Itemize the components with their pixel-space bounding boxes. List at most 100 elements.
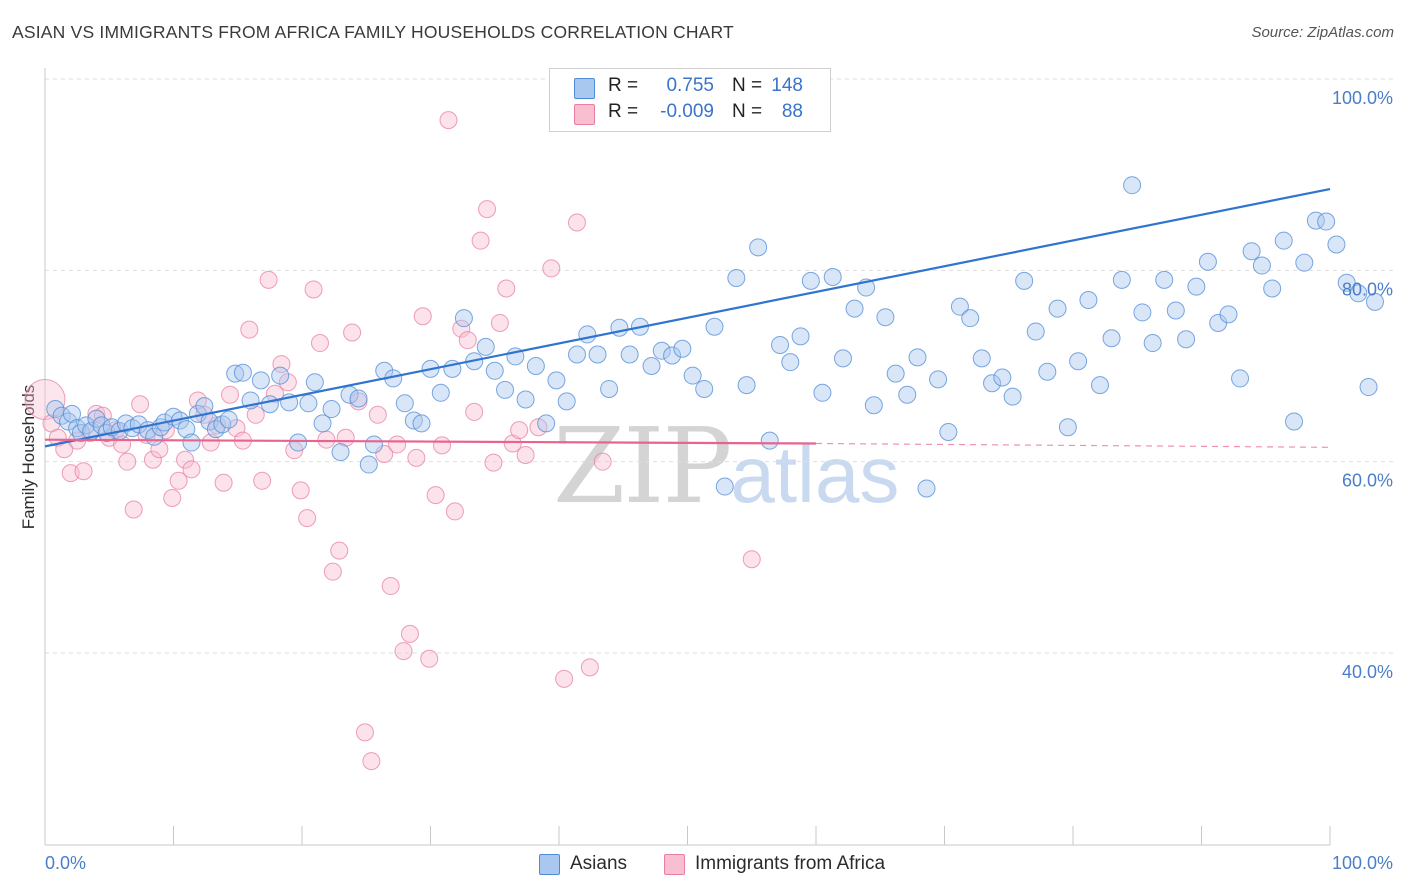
asian-point [260, 395, 279, 414]
asian-point [1306, 211, 1325, 230]
watermark-atlas: atlas [730, 430, 900, 519]
asian-point [1166, 301, 1185, 320]
africa-point [87, 404, 106, 423]
asian-point [908, 348, 927, 367]
asian-point [663, 346, 682, 365]
asian-point [760, 431, 779, 450]
africa-point [124, 500, 143, 519]
africa-point [394, 642, 413, 661]
series-legend-label-africa: Immigrants from Africa [695, 853, 886, 874]
asian-point [715, 477, 734, 496]
asian-point [917, 479, 936, 498]
africa-point [580, 658, 599, 677]
africa-point [330, 541, 349, 560]
asian-point [454, 309, 473, 328]
legend-row-africa: R = -0.009 N = 88 [550, 101, 830, 127]
asian-point [1231, 369, 1250, 388]
asian-point [1349, 284, 1368, 303]
asian-point [305, 373, 324, 392]
africa-point [253, 471, 272, 490]
legend-r-label: R = [608, 75, 639, 96]
africa-point [445, 502, 464, 521]
asian-point [1112, 270, 1131, 289]
asian-point [737, 376, 756, 395]
asian-point [1317, 212, 1336, 231]
watermark-zip: ZIP [553, 405, 732, 527]
asian-point [1285, 412, 1304, 431]
africa-point [143, 450, 162, 469]
series-legend: Asians Immigrants from Africa [0, 852, 1406, 878]
asian-point [1058, 418, 1077, 437]
asian-point [313, 414, 332, 433]
africa-point [516, 445, 535, 464]
asian-point [233, 363, 252, 382]
asian-point [557, 392, 576, 411]
africa-point [368, 405, 387, 424]
asian-point [1038, 362, 1057, 381]
asian-point [600, 379, 619, 398]
asian-point [46, 400, 65, 419]
africa-point [163, 489, 182, 508]
legend-row-asians: R = 0.755 N = 148 [550, 75, 830, 101]
africa-point [420, 649, 439, 668]
africa-point [355, 723, 374, 742]
asian-point [898, 385, 917, 404]
asian-point [620, 345, 639, 364]
asian-point [610, 318, 629, 337]
africa-point [497, 279, 516, 298]
asian-point [1219, 305, 1238, 324]
asian-point [683, 366, 702, 385]
asian-point [476, 337, 495, 356]
chart-source: Source: ZipAtlas.com [1251, 24, 1394, 41]
africa-point [131, 395, 150, 414]
africa-point [452, 319, 471, 338]
asian-point [864, 396, 883, 415]
africa-point [490, 313, 509, 332]
asian-point [1365, 292, 1384, 311]
legend-n-label: N = [732, 101, 763, 122]
asian-point [349, 389, 368, 408]
y-tick-label: 100.0% [1332, 88, 1393, 108]
asian-point [485, 361, 504, 380]
africa-point [478, 200, 497, 219]
asian-point [652, 341, 671, 360]
asian-point [1069, 352, 1088, 371]
asian-point [813, 383, 832, 402]
x-tick-label: 0.0% [45, 853, 86, 873]
asian-point [496, 380, 515, 399]
africa-point [246, 405, 265, 424]
asian-point [547, 371, 566, 390]
asian-point [727, 268, 746, 287]
africa-point [201, 433, 220, 452]
africa-point [176, 450, 195, 469]
asian-point [537, 414, 556, 433]
asian-point [1102, 329, 1121, 348]
africa-point [362, 752, 381, 771]
asian-point [289, 433, 308, 452]
asian-point [1003, 387, 1022, 406]
asian-point [359, 455, 378, 474]
asian-point [1337, 273, 1356, 292]
africa-point [323, 562, 342, 581]
asian-point [364, 435, 383, 454]
legend-r-value: 0.755 [666, 75, 714, 96]
asian-point [1252, 256, 1271, 275]
africa-trend-extension [815, 442, 1331, 448]
asian-point [823, 268, 842, 287]
asian-point [673, 339, 692, 358]
legend-r-label: R = [608, 101, 639, 122]
asian-point [983, 374, 1002, 393]
asian-point [195, 397, 214, 416]
africa-point [465, 402, 484, 421]
asian-point [1274, 231, 1293, 250]
africa-point [381, 577, 400, 596]
asian-point [177, 420, 196, 439]
africa-point [304, 280, 323, 299]
trend-lines [44, 187, 1331, 448]
x-tick-label: 100.0% [1332, 853, 1393, 873]
africa-point [426, 486, 445, 505]
asian-point [1143, 334, 1162, 353]
asian-point [1026, 322, 1045, 341]
asian-point [431, 383, 450, 402]
